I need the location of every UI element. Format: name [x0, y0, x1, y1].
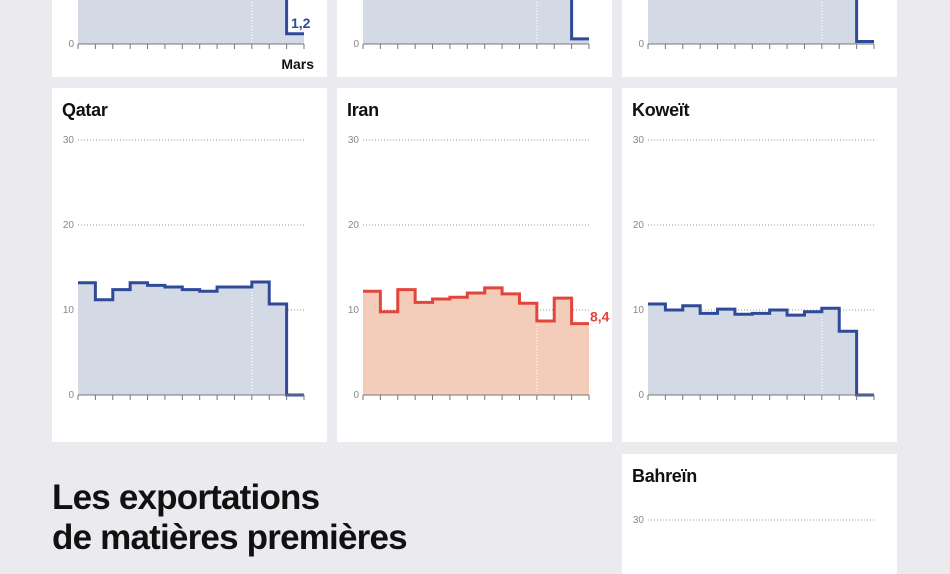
series-area [78, 0, 287, 44]
y-tick-label: 0 [68, 39, 74, 50]
series-area [287, 34, 304, 44]
y-tick-label: 10 [633, 305, 645, 316]
y-tick-label: 30 [348, 135, 360, 146]
chart-top-2: 0 [337, 0, 612, 77]
chart-top-1: 0 1,2 Mars [52, 0, 327, 77]
y-tick-label: 30 [63, 135, 75, 146]
y-tick-label: 30 [633, 515, 645, 526]
chart-qatar: 0 10 20 30 [52, 88, 327, 442]
panel-top-3: 0 [622, 0, 897, 77]
panel-top-2: 0 [337, 0, 612, 77]
panel-top-1: 0 1,2 Mars [52, 0, 327, 77]
chart-iran: 0 10 20 30 8,4 [337, 88, 612, 442]
y-tick-label: 0 [353, 390, 359, 401]
y-tick-label: 0 [353, 39, 359, 50]
y-tick-label: 0 [68, 390, 74, 401]
chart-top-3: 0 [622, 0, 897, 77]
headline-line2: de matières premières [52, 518, 407, 558]
series-area [363, 0, 572, 44]
y-tick-label: 20 [63, 220, 75, 231]
y-tick-label: 20 [633, 220, 645, 231]
chart-bahrein: 30 [622, 454, 897, 574]
x-tick-label: Mars [281, 56, 314, 72]
y-tick-label: 10 [63, 305, 75, 316]
y-tick-label: 30 [633, 135, 645, 146]
y-tick-label: 10 [348, 305, 360, 316]
headline-line1: Les exportations [52, 478, 407, 518]
series-line [857, 0, 874, 41]
last-value-label: 8,4 [590, 309, 610, 325]
panel-bahrein: Bahreïn 30 [622, 454, 897, 574]
chart-koweit: 0 10 20 30 [622, 88, 897, 442]
y-tick-label: 0 [638, 390, 644, 401]
headline: Les exportations de matières premières [52, 478, 407, 558]
series-area [648, 0, 857, 44]
series-line [572, 0, 589, 39]
y-tick-label: 0 [638, 39, 644, 50]
last-value-label: 1,2 [291, 15, 311, 31]
y-tick-label: 20 [348, 220, 360, 231]
